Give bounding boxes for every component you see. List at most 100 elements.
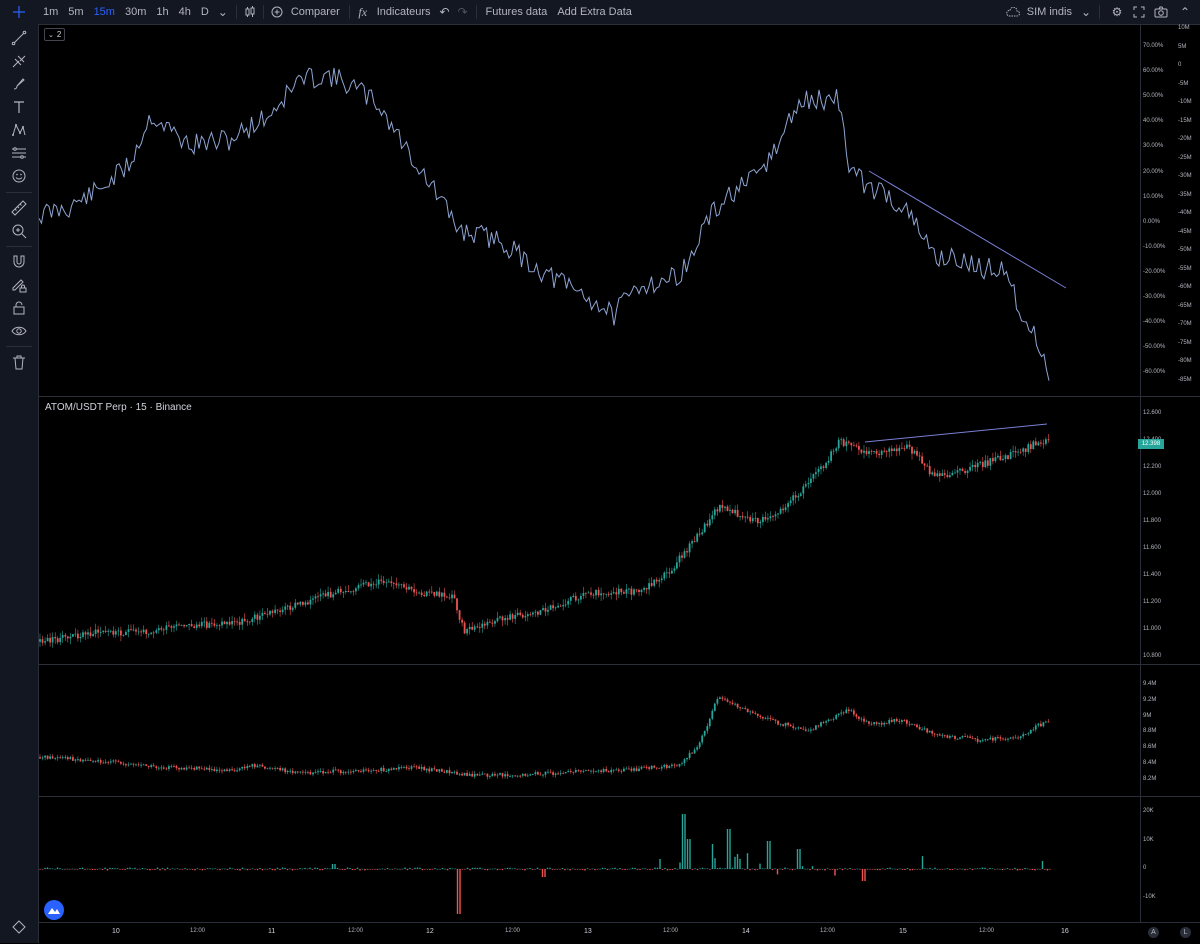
interval-1m[interactable]: 1m <box>43 6 59 18</box>
fib-icon[interactable] <box>9 143 29 163</box>
histogram-bar <box>256 869 259 871</box>
histogram-bar <box>974 868 976 870</box>
pane-separator[interactable] <box>39 796 1200 797</box>
trash-icon[interactable] <box>9 352 29 372</box>
open-interest-pane[interactable] <box>39 665 1140 796</box>
histogram-bar <box>959 868 961 870</box>
candle-body <box>635 768 638 772</box>
price-scale-hist[interactable]: 20K 10K 0 -10K <box>1140 797 1200 922</box>
candle-body <box>681 763 683 765</box>
tradingview-logo-icon[interactable] <box>44 900 64 920</box>
auto-scale-button[interactable]: A <box>1148 927 1159 938</box>
drawing-toolbar <box>0 24 39 943</box>
lock-icon[interactable] <box>9 298 29 318</box>
fullscreen-icon[interactable] <box>1130 3 1148 21</box>
pane-collapse-toggle[interactable]: ⌄ 2 <box>44 28 66 41</box>
lock-drawing-icon[interactable] <box>9 275 29 295</box>
interval-30m[interactable]: 30m <box>124 6 147 18</box>
interval-1h[interactable]: 1h <box>156 6 169 18</box>
trendline-icon[interactable] <box>9 28 29 48</box>
candle-body <box>908 444 911 447</box>
pane-separator[interactable] <box>39 664 1200 665</box>
histogram-bar <box>859 869 861 870</box>
price-scale-oi[interactable]: 9.4M 9.2M 9M 8.8M 8.6M 8.4M 8.2M <box>1140 665 1200 796</box>
candle-body <box>46 755 49 759</box>
histogram-bar <box>149 869 151 871</box>
candle-body <box>984 739 987 741</box>
compare-button[interactable]: Comparer <box>290 6 340 18</box>
histogram-bar <box>689 839 691 869</box>
text-icon[interactable] <box>9 97 29 117</box>
candle-body <box>787 722 789 725</box>
candles-icon[interactable] <box>241 3 259 21</box>
interval-15m[interactable]: 15m <box>93 6 115 18</box>
ruler-icon[interactable] <box>9 198 29 218</box>
interval-d[interactable]: D <box>200 6 209 18</box>
redo-icon[interactable]: ↷ <box>457 5 468 19</box>
camera-icon[interactable] <box>1152 3 1170 21</box>
price-scale-top[interactable]: 70.00% 60.00% 50.00% 40.00% 30.00% 20.00% 10.0… <box>1140 25 1200 396</box>
candle-body <box>382 580 385 584</box>
emoji-icon[interactable] <box>9 166 29 186</box>
histogram-bar <box>554 869 556 870</box>
time-label-day: 11 <box>268 928 276 935</box>
log-scale-button[interactable]: L <box>1180 927 1191 938</box>
candle-body <box>46 637 49 642</box>
histogram-bar <box>879 869 881 871</box>
pane-separator[interactable] <box>39 396 1200 397</box>
indicator-pane-top[interactable] <box>39 25 1140 396</box>
histogram-bar <box>111 868 114 869</box>
candle-body <box>885 451 888 452</box>
histogram-pane[interactable] <box>39 797 1140 922</box>
interval-5m[interactable]: 5m <box>68 6 84 18</box>
undo-icon[interactable]: ↶ <box>439 5 450 19</box>
histogram-bar <box>269 868 271 869</box>
candle-body <box>64 757 67 758</box>
brush-icon[interactable] <box>9 74 29 94</box>
candle-body <box>410 586 413 590</box>
indicators-icon[interactable]: fx <box>358 4 368 19</box>
histogram-bar <box>651 869 654 870</box>
futures-data-button[interactable]: Futures data <box>485 6 548 18</box>
compare-plus-icon[interactable] <box>268 3 286 21</box>
pattern-icon[interactable] <box>9 120 29 140</box>
candle-body <box>99 632 102 633</box>
symbol-legend[interactable]: ATOM/USDT Perp · 15 · Binance <box>45 402 192 413</box>
magnet-icon[interactable] <box>9 252 29 272</box>
eye-icon[interactable] <box>9 321 29 341</box>
candle-body <box>774 719 777 721</box>
candle-body <box>726 699 729 702</box>
candle-body <box>509 776 511 777</box>
candle-body <box>802 486 805 494</box>
candle-body <box>299 771 302 773</box>
fold-icon[interactable] <box>9 917 29 937</box>
histogram-bar <box>216 869 219 870</box>
axis-tick-label: 11.800 <box>1143 518 1161 524</box>
add-extra-data-button[interactable]: Add Extra Data <box>557 6 632 18</box>
layout-name[interactable]: SIM indis <box>1026 6 1072 18</box>
histogram-bar <box>646 869 649 870</box>
chevron-down-icon[interactable]: ⌄ <box>1080 5 1092 19</box>
gear-icon[interactable]: ⚙ <box>1111 5 1123 19</box>
main-price-pane[interactable] <box>39 397 1140 664</box>
candle-body <box>241 618 244 625</box>
candle-body <box>572 771 575 773</box>
chevron-down-icon[interactable]: ⌄ <box>217 5 228 19</box>
axis-tick-label: 30.00% <box>1143 143 1164 150</box>
chevron-up-icon[interactable]: ⌃ <box>1179 5 1191 19</box>
candle-body <box>767 518 769 520</box>
histogram-bar <box>259 868 261 869</box>
histogram-bar <box>121 869 124 870</box>
pitchfork-icon[interactable] <box>9 51 29 71</box>
histogram-bar <box>976 868 979 869</box>
candle-body <box>880 450 883 455</box>
time-axis[interactable]: 10 12:00 11 12:00 12 12:00 13 12:00 14 12:00 15 12:… <box>39 922 1200 944</box>
interval-4h[interactable]: 4h <box>178 6 191 18</box>
indicators-button[interactable]: Indicateurs <box>376 6 431 18</box>
candle-body <box>943 473 946 475</box>
crosshair-icon[interactable] <box>0 0 38 24</box>
zoom-icon[interactable] <box>9 221 29 241</box>
histogram-bar <box>51 868 54 870</box>
toolbar-right: SIM indis ⌄ ⚙ ⌃ <box>1004 0 1200 24</box>
price-scale-main[interactable]: 12.60012.40012.20012.00011.80011.60011.4… <box>1140 397 1200 664</box>
